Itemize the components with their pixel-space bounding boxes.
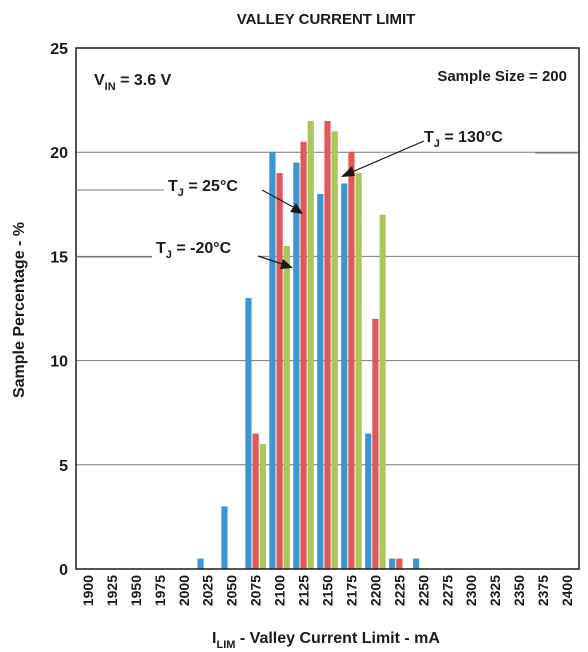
t25-label-bg xyxy=(164,173,262,199)
y-tick-label: 20 xyxy=(50,145,68,162)
plot-area-frame xyxy=(75,47,580,570)
x-tick-label: 1950 xyxy=(128,575,144,606)
bars xyxy=(197,120,420,570)
tm20-arrow-line xyxy=(257,255,283,265)
bar-series1-2225 xyxy=(396,558,403,569)
t25-main: T xyxy=(168,178,178,195)
sample-size-annotation: Sample Size = 200 xyxy=(437,68,567,85)
t25-rest: = 25°C xyxy=(184,178,238,195)
tm20-label-bg xyxy=(152,236,258,264)
x-tick-label: 1975 xyxy=(152,575,168,606)
x-tick-label: 2100 xyxy=(272,575,288,606)
bar-series0-2025 xyxy=(197,558,204,569)
y-tick-labels: 0 5 10 15 20 25 xyxy=(50,41,68,579)
tm20-main: T xyxy=(156,240,166,257)
bar-series0-2150 xyxy=(317,193,324,569)
t130-rest: = 130°C xyxy=(440,129,503,146)
x-tick-label: 2275 xyxy=(439,575,455,606)
x-tick-label: 2350 xyxy=(511,575,527,606)
bar-series2-2125 xyxy=(307,120,314,569)
x-axis-title-sub: LIM xyxy=(217,639,236,651)
x-tick-label: 2025 xyxy=(200,575,216,606)
x-tick-label: 2150 xyxy=(320,575,336,606)
vin-sub: IN xyxy=(105,81,116,93)
t25-label: TJ = 25°C xyxy=(168,178,238,199)
t25-sub: J xyxy=(178,187,184,199)
x-tick-labels: 1900 1925 1950 1975 2000 2025 2050 2075 2100 2125… xyxy=(80,575,575,606)
vin-annotation: VIN = 3.6 V xyxy=(94,72,172,93)
t130-label-bg xyxy=(420,124,536,150)
x-tick-label: 2225 xyxy=(391,575,407,606)
tm20-sub: J xyxy=(166,249,172,261)
x-tick-label: 1900 xyxy=(80,575,96,606)
vin-rest: = 3.6 V xyxy=(116,72,172,89)
bar-series0-2075 xyxy=(245,298,252,569)
bar-series1-2175 xyxy=(348,152,355,569)
x-tick-label: 1925 xyxy=(104,575,120,606)
y-tick-label: 10 xyxy=(50,354,68,371)
x-axis-title-main: I xyxy=(212,630,216,647)
t130-sub: J xyxy=(434,138,440,150)
y-tick-label: 25 xyxy=(50,41,68,58)
bar-series0-2175 xyxy=(341,183,348,569)
bar-series0-2250 xyxy=(413,558,420,569)
bar-series2-2150 xyxy=(331,131,338,570)
t130-label: TJ = 130°C xyxy=(424,129,503,150)
y-tick-label: 5 xyxy=(59,458,68,475)
bar-series1-2150 xyxy=(324,120,331,569)
x-tick-label: 2325 xyxy=(487,575,503,606)
x-axis-title: ILIM - Valley Current Limit - mA xyxy=(212,630,440,651)
x-axis-title-rest: - Valley Current Limit - mA xyxy=(235,630,440,647)
y-axis-title: Sample Percentage - % xyxy=(11,222,28,398)
x-tick-label: 2375 xyxy=(535,575,551,606)
bar-series0-2050 xyxy=(221,506,228,569)
tm20-arrow-head xyxy=(280,259,293,269)
x-tick-label: 2175 xyxy=(343,575,359,606)
tm20-rest: = -20°C xyxy=(172,240,232,257)
y-tick-label: 15 xyxy=(50,249,68,266)
bar-series0-2225 xyxy=(389,558,396,569)
t130-arrow-line xyxy=(351,140,425,173)
x-tick-label: 2250 xyxy=(415,575,431,606)
y-tick-label: 0 xyxy=(59,562,68,579)
t130-arrow-head xyxy=(341,166,355,177)
bar-series0-2200 xyxy=(365,433,372,569)
bar-series2-2100 xyxy=(283,245,290,570)
tm20-label: TJ = -20°C xyxy=(156,240,232,261)
x-tick-label: 2200 xyxy=(367,575,383,606)
x-tick-label: 2075 xyxy=(248,575,264,606)
x-tick-label: 2300 xyxy=(463,575,479,606)
t25-arrow-line xyxy=(261,189,294,208)
chart-title: VALLEY CURRENT LIMIT xyxy=(237,11,416,28)
bar-series2-2200 xyxy=(379,214,386,569)
bar-series1-2100 xyxy=(276,173,283,570)
x-tick-label: 2400 xyxy=(559,575,575,606)
x-tick-label: 2000 xyxy=(176,575,192,606)
x-tick-label: 2125 xyxy=(296,575,312,606)
t130-main: T xyxy=(424,129,434,146)
bar-series0-2125 xyxy=(293,162,300,569)
x-tick-label: 2050 xyxy=(224,575,240,606)
bar-series0-2100 xyxy=(269,152,276,569)
bar-series1-2075 xyxy=(252,433,259,569)
bar-series2-2175 xyxy=(355,173,362,570)
vin-main: V xyxy=(94,72,105,89)
bar-series2-2075 xyxy=(259,443,266,569)
bar-series1-2200 xyxy=(372,318,379,569)
bar-series1-2125 xyxy=(300,141,307,569)
t25-arrow-head xyxy=(290,203,303,214)
